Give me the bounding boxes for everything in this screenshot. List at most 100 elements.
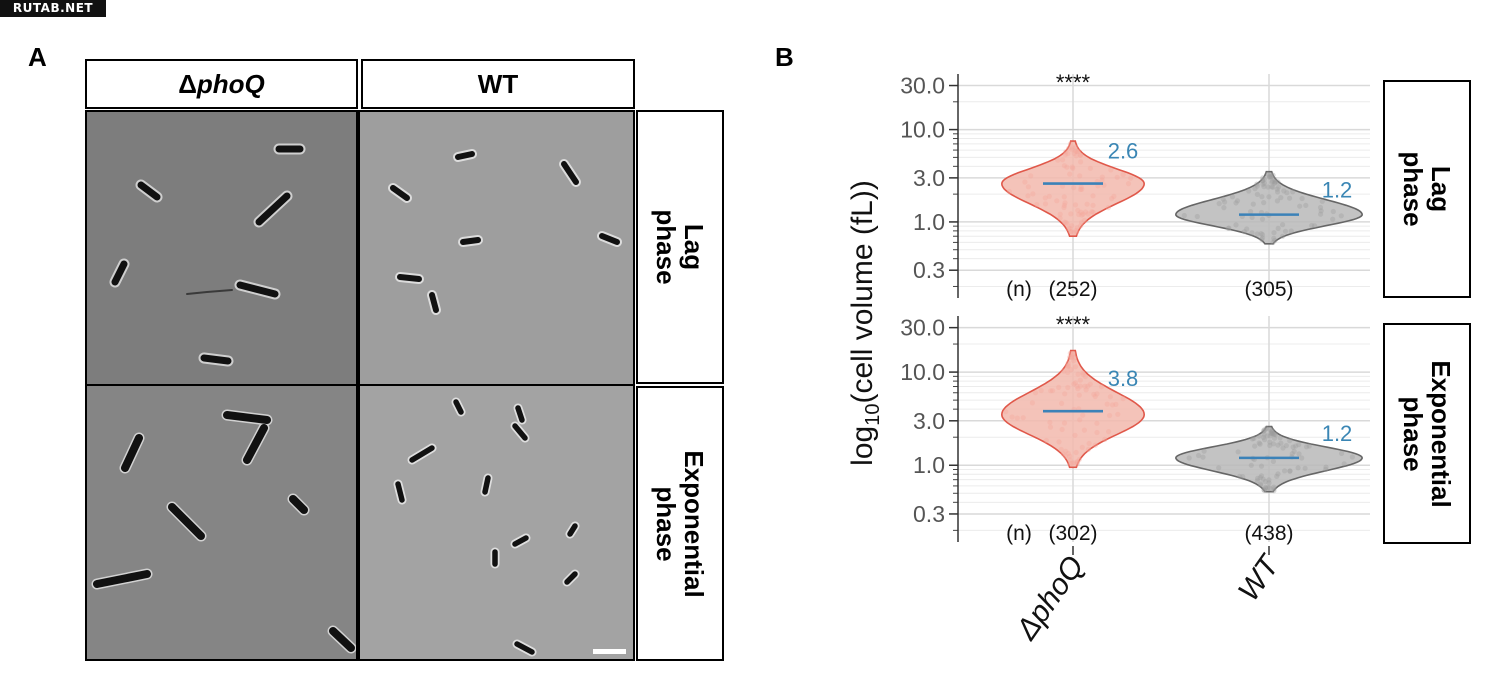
data-point [1259,232,1266,238]
data-point [1046,193,1052,199]
data-point [1280,222,1286,228]
data-point [1071,229,1077,235]
data-point [1079,212,1085,218]
data-point [1220,196,1226,202]
violin-phoq [1000,349,1146,469]
column-header-wt-label: WT [477,68,519,99]
data-point [1200,454,1206,460]
data-point [1254,191,1260,197]
data-point [1338,213,1344,219]
data-point [1249,214,1255,220]
data-point [1323,466,1329,472]
data-point [1077,186,1084,193]
x-tick-label-wt: WT [1232,548,1287,607]
data-point [1252,186,1258,192]
data-point [1076,211,1082,218]
data-point [1270,458,1276,464]
data-point [1042,195,1048,201]
n-label: (n) [1006,278,1032,301]
data-point [1075,371,1081,377]
micrograph-phoq-exponential [85,384,358,661]
data-point [1260,434,1266,440]
data-point [1241,229,1247,235]
data-point [1071,185,1077,191]
y-tick-label: 3.0 [913,165,945,191]
data-point [1072,432,1078,438]
micrograph-phoq-lag-image [87,112,356,384]
data-point [1074,383,1080,389]
data-point [1254,231,1260,237]
data-point [1087,165,1093,171]
data-point [1194,213,1200,220]
data-point [1066,226,1072,232]
data-point [1318,208,1324,214]
data-point [1014,415,1020,421]
y-tick-label: 0.3 [913,257,945,283]
micrograph-wt-lag [358,110,635,386]
n-label: (n) [1006,522,1032,545]
data-point [1269,179,1275,185]
data-point [1311,223,1318,229]
data-point [1269,428,1275,434]
data-point [1272,237,1278,244]
data-point [1259,178,1266,184]
data-point [1269,431,1275,437]
data-point [1201,448,1207,454]
data-point [1270,172,1276,178]
panel-a-row-label-lag: Lag phase [636,110,724,384]
data-point [1067,354,1073,360]
data-point [1272,180,1278,186]
data-point [1079,219,1085,225]
data-point [1067,461,1073,467]
data-point [1271,431,1277,437]
data-point [1240,474,1246,480]
data-point [1271,484,1277,490]
data-point [1086,440,1092,447]
micrograph-phoq-lag [85,110,358,386]
data-point [1254,181,1260,187]
data-point [1006,188,1012,195]
data-point [1120,172,1126,178]
panel-a-row-label-exponential: Exponential phase [636,386,724,661]
data-point [1250,201,1256,207]
panel-b-row-label-lag-line2: phase [1398,151,1428,227]
data-point [1297,203,1303,209]
data-point [1221,205,1227,211]
data-point [1072,364,1079,370]
data-point [1287,438,1293,444]
panel-b-row-label-exponential-line2: phase [1398,395,1428,472]
data-point [1081,427,1087,433]
data-point [1065,151,1071,157]
data-point [1260,235,1266,241]
data-point [1271,486,1277,492]
data-point [1048,388,1054,394]
data-point [1260,428,1266,434]
data-point [1083,387,1089,393]
data-point [1080,412,1086,418]
y-tick-label: 1.0 [913,452,945,478]
data-point [1229,194,1236,200]
data-point [1085,211,1091,217]
significance-label: **** [1056,312,1091,337]
data-point [1271,235,1277,241]
data-point [1225,225,1231,231]
data-point [1291,448,1297,454]
data-point [1268,428,1274,434]
data-point [1306,443,1312,449]
data-point [1303,444,1310,450]
data-point [1061,202,1067,208]
y-axis-label-suffix: (cell volume (fL)) [846,180,879,403]
data-point [1058,446,1064,453]
data-point [1270,178,1276,184]
data-point [1265,485,1271,491]
data-point [1275,225,1281,231]
data-point [1074,459,1080,465]
data-point [1275,189,1281,195]
data-point [1054,198,1060,204]
data-point [1020,415,1026,421]
watermark-label: RUTAB.NET [0,0,106,17]
panel-b-row-label-exponential-line1: Exponential [1426,359,1456,508]
data-point [1078,152,1084,158]
data-point [1080,211,1086,217]
